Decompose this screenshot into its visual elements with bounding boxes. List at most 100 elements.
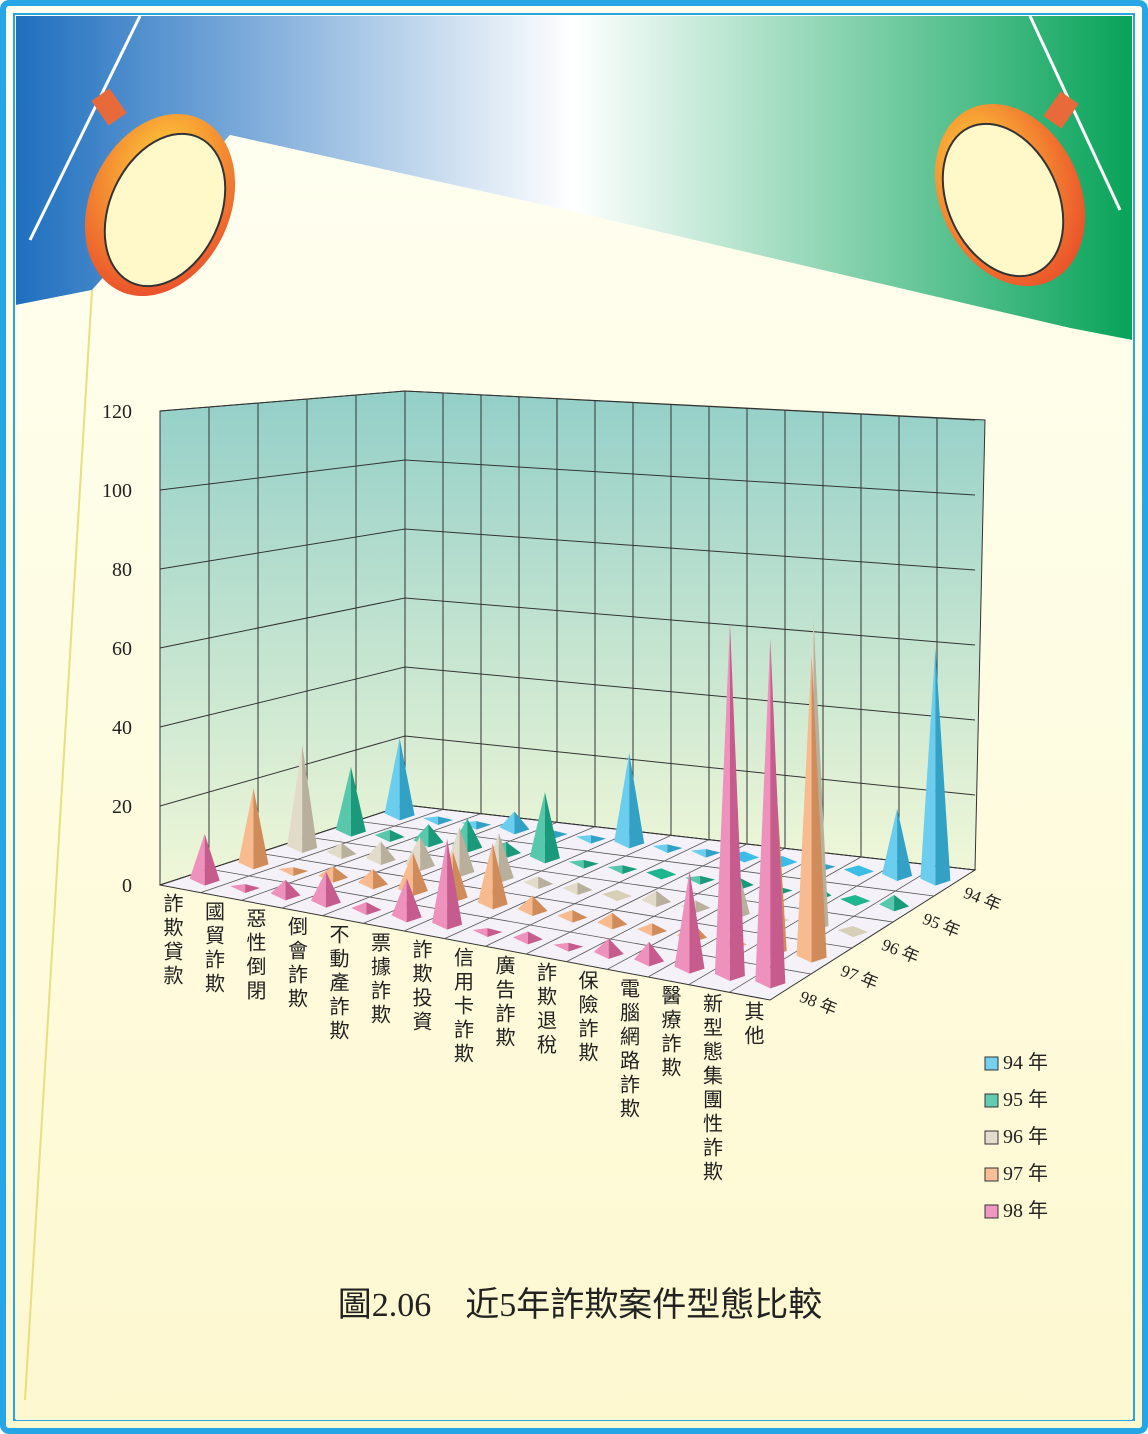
pyramid-left [882,808,898,881]
pyramid [358,869,389,890]
beam [28,15,142,241]
pyramid [568,859,599,869]
x-tick-label: 新型態集團性詐欺 [699,993,722,1186]
pyramid [287,744,318,853]
pyramid-left [553,942,569,952]
pyramid-right [447,838,463,930]
pyramid [575,835,606,844]
pyramid-left [607,865,623,874]
pyramid [189,833,220,886]
pyramid-left [499,811,515,835]
pyramid-left [310,871,326,908]
pyramid-left [557,909,573,923]
pyramid-right [544,792,560,864]
x-tick-label: 詐欺投資 [409,939,431,1036]
pyramid-right [705,849,721,858]
x-tick-label: 倒會詐欺 [284,916,307,1013]
pyramid [593,938,624,959]
pyramid-right [341,842,357,859]
pyramid-right [583,859,599,869]
pyramid-left [238,788,254,870]
pyramid [601,890,632,901]
pyramid-left [879,894,895,912]
pyramid-base [601,890,632,901]
pyramid [755,637,786,989]
pyramid-left [432,838,448,930]
pyramid [512,931,543,945]
pyramid [238,788,269,870]
x-tick-label: 票據詐欺 [367,931,390,1028]
chart-title: 圖2.06 近5年詐欺案件型態比較 [338,1286,823,1324]
pyramid-right [935,647,951,886]
pyramid-right [389,829,405,842]
pyramid-right [437,816,453,825]
pyramid [879,894,910,912]
pyramid-right [253,788,269,870]
x-tick-label: 國貿詐欺 [201,900,224,997]
floor-grid [200,808,444,894]
pyramid-left [374,829,390,842]
floor-grid [322,821,558,917]
pyramid-right [350,766,366,837]
pyramid [310,871,341,908]
pyramid-right [770,637,786,989]
pyramid-right [420,836,436,871]
pyramid-left [270,879,286,901]
legend-label: 95 年 [1003,1088,1048,1111]
pyramid [413,824,444,848]
x-tick-label: 保險詐欺 [575,970,597,1066]
pyramid-left [391,878,407,923]
lamp-right [934,91,1086,287]
pyramid-right [452,851,468,903]
pyramid-left [597,912,613,930]
pyramid-left [287,744,303,853]
legend-swatch [984,1130,999,1145]
pyramid-right [302,744,318,853]
pyramid-right [245,884,261,893]
pyramid [652,844,683,853]
pyramid-base [840,895,871,906]
legend-label: 94 年 [1003,1051,1048,1074]
pyramid [529,792,560,864]
pyramid-right [204,833,220,886]
beam [1028,15,1122,211]
pyramid [614,752,645,849]
pyramid [634,941,665,967]
left-wall [159,390,406,886]
pyramid-right [608,938,624,959]
pyramid-left [230,884,246,893]
floor-grid [566,847,786,963]
pyramid-right [498,832,514,883]
legend-swatch [984,1204,999,1219]
pyramid [562,882,593,895]
pyramid-left [472,928,488,937]
pyramid-left [358,869,374,890]
pyramid-left [422,816,438,825]
pyramid-right [532,895,548,916]
pyramid-right [333,866,349,883]
pyramid [646,868,677,880]
pyramid-left [614,752,630,849]
y-tick-label: 20 [112,796,132,818]
pyramid-right [652,923,668,936]
y-tick-label: 80 [112,559,132,581]
pyramid-right [612,912,628,930]
pyramid-left [365,841,381,865]
pyramid [882,808,913,881]
pyramid-right [476,821,492,830]
pyramid [690,849,721,858]
light-edge [24,289,93,1401]
pyramid-right [492,842,508,910]
pyramid [557,909,588,923]
pyramid-right [656,890,672,907]
pyramid-right [894,894,910,912]
floor-grid [257,852,853,949]
pyramid [374,829,405,842]
pyramid-left [189,833,205,886]
lamp-left [84,88,236,297]
x-tick-label: 電腦網路詐欺 [616,977,639,1122]
x-tick-label: 詐欺退稅 [533,962,556,1059]
pyramid [517,895,548,916]
back-wall [404,390,986,871]
